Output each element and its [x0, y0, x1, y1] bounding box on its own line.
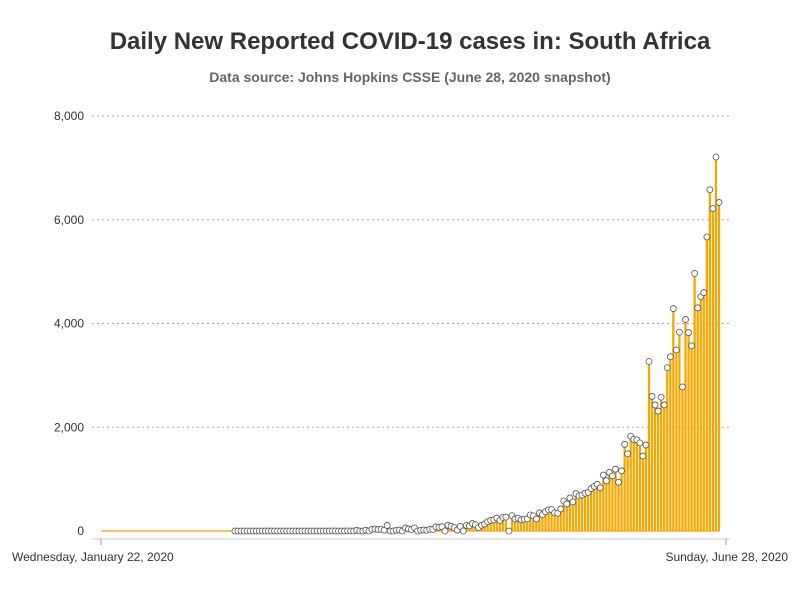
data-point-marker	[679, 383, 686, 391]
x-tick-label-start: Wednesday, January 22, 2020	[12, 550, 174, 564]
data-point-marker	[383, 522, 391, 529]
data-point-marker	[599, 471, 607, 479]
data-point-marker	[651, 401, 659, 409]
data-point-marker	[532, 515, 540, 523]
data-point-marker	[669, 305, 677, 312]
y-tick-label: 4,000	[54, 317, 84, 331]
y-tick-label: 6,000	[54, 213, 84, 227]
marker-series	[231, 153, 723, 535]
y-tick-label: 2,000	[54, 420, 84, 434]
data-point-marker	[691, 269, 699, 277]
chart-title: Daily New Reported COVID-19 cases in: So…	[109, 28, 711, 55]
data-point-marker	[624, 450, 632, 458]
axes	[92, 538, 730, 545]
data-point-marker	[505, 527, 513, 535]
data-point-marker	[660, 401, 668, 409]
data-point-marker	[703, 233, 711, 241]
data-point-marker	[645, 358, 653, 365]
data-point-marker	[502, 513, 510, 521]
data-point-marker	[663, 364, 671, 372]
data-point-marker	[648, 393, 656, 400]
data-point-marker	[688, 342, 696, 350]
data-point-marker	[657, 393, 665, 401]
chart-subtitle: Data source: Johns Hopkins CSSE (June 28…	[209, 69, 611, 85]
data-point-marker	[639, 452, 647, 460]
data-point-marker	[715, 199, 723, 206]
data-point-marker	[666, 353, 674, 361]
data-point-marker	[459, 527, 467, 535]
data-point-marker	[676, 328, 683, 336]
data-point-marker	[706, 186, 714, 194]
data-point-marker	[685, 329, 692, 336]
data-point-marker	[596, 484, 604, 492]
data-point-marker	[563, 500, 571, 508]
y-tick-label: 0	[77, 524, 84, 538]
data-point-marker	[612, 465, 619, 473]
data-point-marker	[694, 304, 702, 312]
bar-series	[101, 156, 721, 532]
data-point-marker	[441, 527, 449, 535]
data-point-marker	[682, 316, 689, 323]
gridlines	[92, 115, 730, 428]
data-point-marker	[618, 467, 625, 475]
data-point-marker	[672, 346, 680, 354]
data-point-marker	[615, 478, 622, 486]
data-point-marker	[621, 440, 629, 448]
data-point-marker	[712, 153, 720, 161]
data-point-marker	[602, 477, 610, 485]
y-tick-label: 8,000	[54, 109, 84, 123]
data-point-marker	[642, 441, 650, 449]
data-point-marker	[654, 407, 662, 415]
data-point-marker	[609, 472, 616, 480]
x-tick-label-end: Sunday, June 28, 2020	[665, 550, 788, 564]
axis-labels: Wednesday, January 22, 2020 Sunday, June…	[12, 109, 788, 564]
data-point-marker	[636, 439, 644, 447]
data-point-marker	[709, 205, 717, 212]
data-point-marker	[700, 289, 708, 296]
data-point-marker	[569, 498, 577, 506]
data-point-marker	[557, 505, 565, 513]
